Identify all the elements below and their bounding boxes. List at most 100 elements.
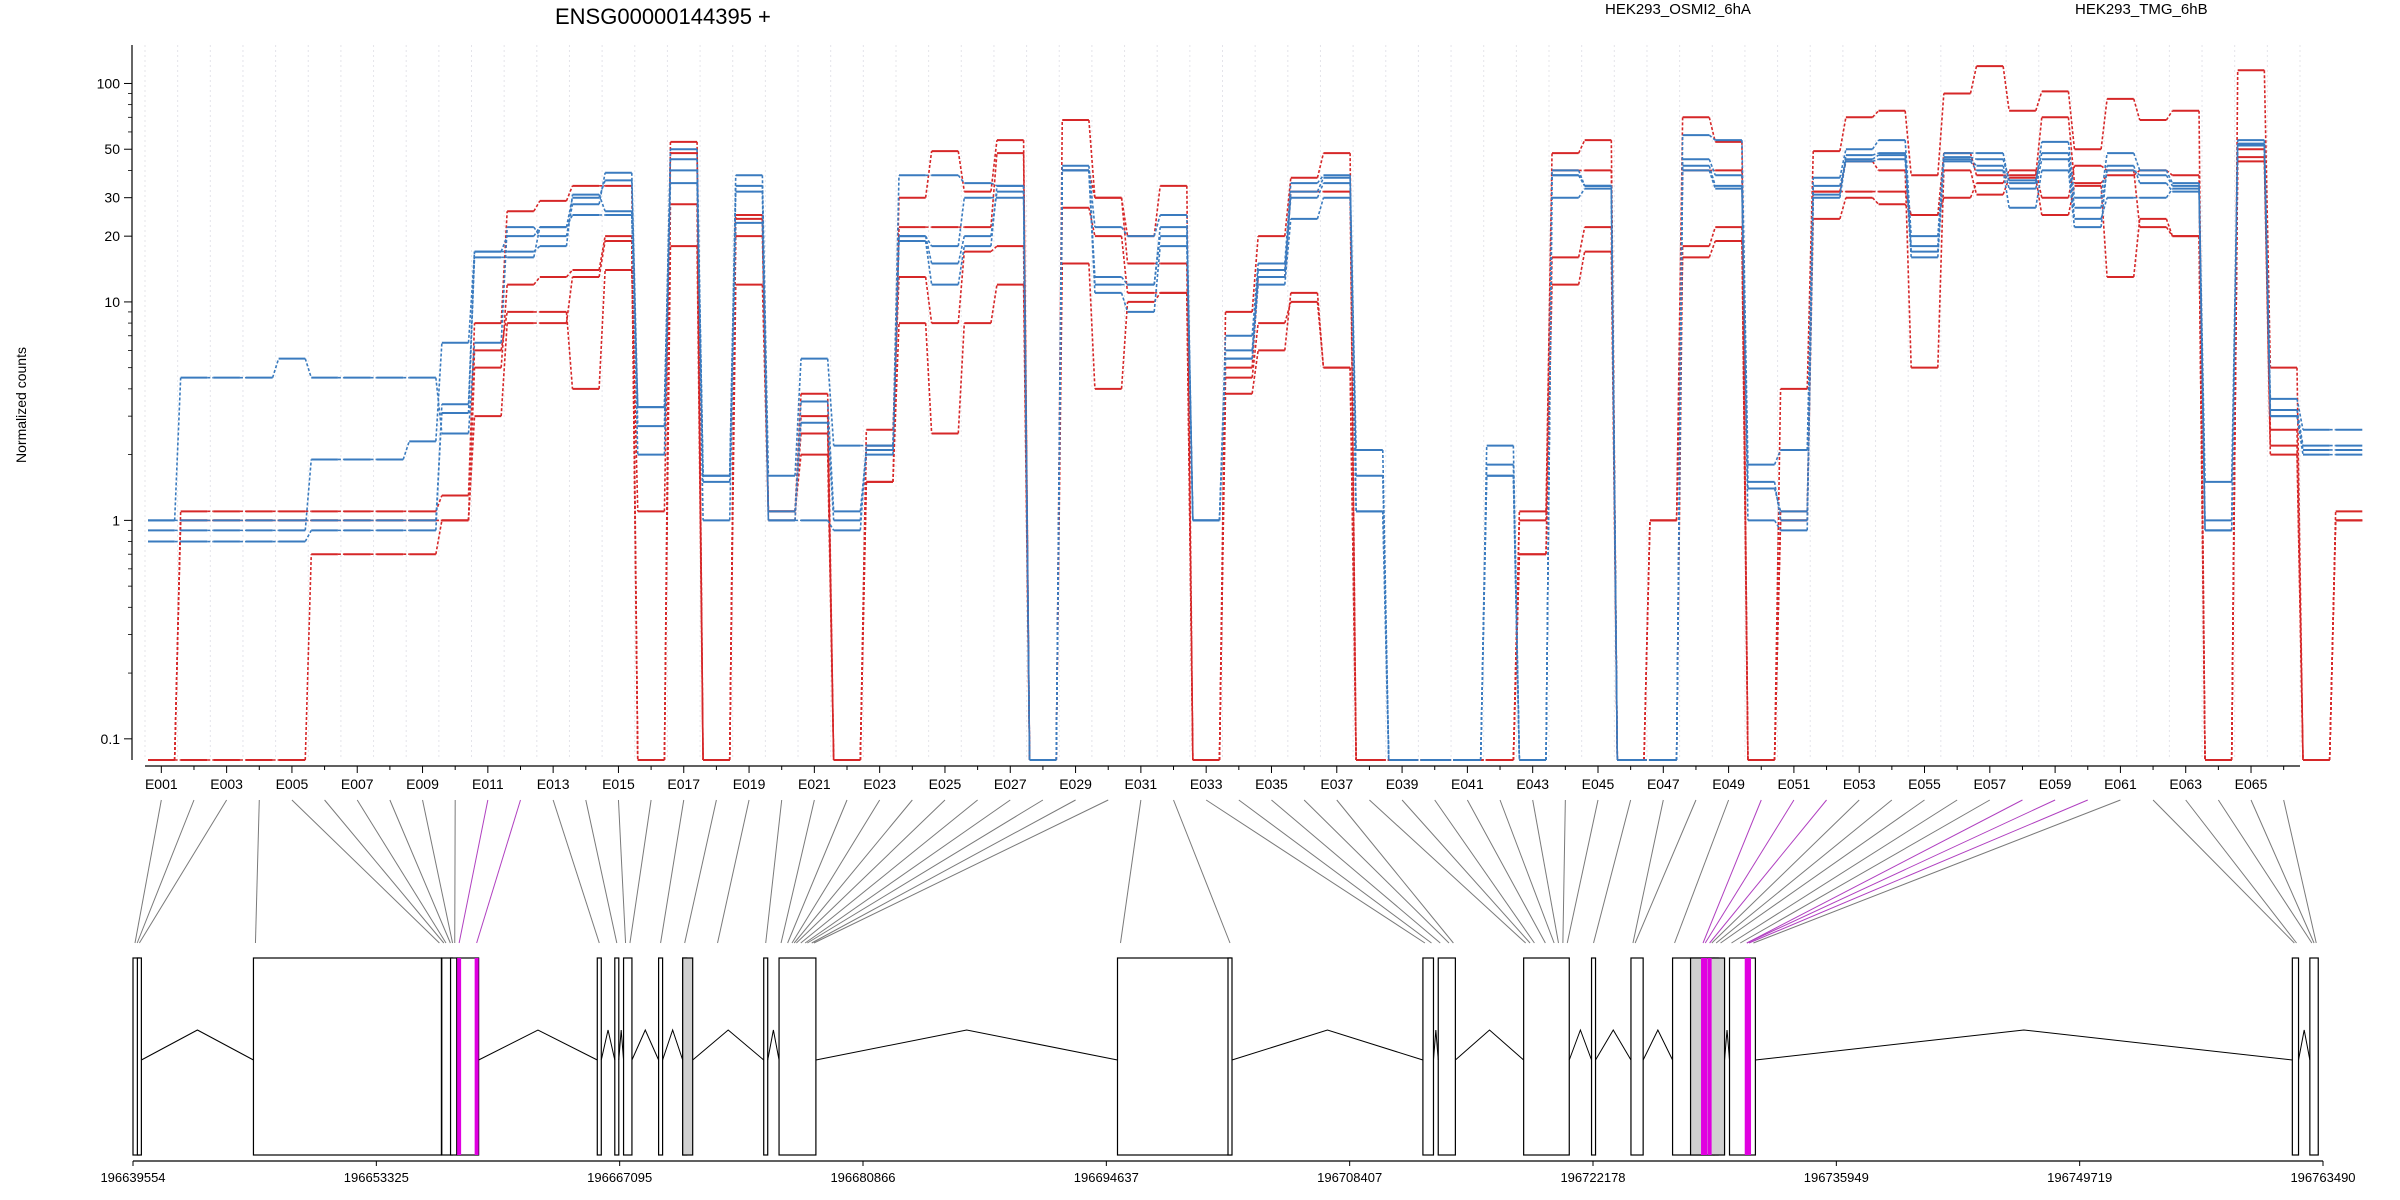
intron-line (631, 1028, 660, 1061)
exon-connector (458, 799, 489, 944)
series-connector (761, 191, 770, 512)
series-connector (1904, 155, 1912, 247)
series-connector (859, 454, 868, 521)
y-tick-label: 1 (112, 512, 120, 528)
series-connector (173, 377, 182, 521)
series-connector (990, 153, 998, 228)
exon-connector (765, 799, 783, 944)
series-connector (794, 358, 802, 476)
series-connector (1316, 152, 1325, 178)
series-connector (1088, 263, 1096, 389)
series-connector (696, 246, 704, 761)
exon-block (136, 957, 142, 1156)
series-connector (990, 182, 998, 187)
series-connector (2002, 66, 2010, 111)
exon-connector (1466, 799, 1546, 944)
series-connector (2132, 98, 2141, 121)
series-connector (500, 211, 508, 324)
series-connector (1577, 174, 1586, 187)
intron-line (692, 1029, 765, 1061)
series-connector (1186, 227, 1194, 521)
series-connector (1708, 240, 1717, 258)
genome-coordinate-label: 196667095 (587, 1170, 652, 1185)
exon-connector (1499, 799, 1555, 944)
series-connector (1610, 188, 1619, 761)
series-connector (1937, 170, 1945, 368)
series-connector (663, 149, 672, 427)
series-connector (1316, 177, 1325, 192)
series-connector (467, 257, 476, 414)
series-connector (2002, 170, 2010, 208)
series-connector (1872, 152, 1879, 156)
series-connector (2034, 141, 2043, 184)
exon-connector (1634, 799, 1697, 944)
series-connector (2165, 110, 2174, 121)
series-connector (1872, 158, 1879, 163)
series-connector (1610, 185, 1619, 761)
exon-connector (1702, 799, 1762, 944)
exon-connector (136, 799, 195, 944)
exon-block (596, 957, 602, 1156)
series-connector (2198, 236, 2206, 761)
series-connector (1773, 519, 1782, 531)
exon-highlight (457, 958, 462, 1155)
intron-line (1595, 1029, 1632, 1061)
series-connector (2165, 174, 2174, 187)
exon-connector (791, 799, 881, 944)
exon-connector (1173, 799, 1231, 944)
series-connector (2002, 165, 2010, 189)
series-connector (304, 358, 313, 378)
series-connector (2296, 416, 2304, 455)
series-connector (1839, 117, 1847, 152)
exon-block (614, 957, 620, 1156)
exon-connector (134, 799, 162, 944)
series-connector (1316, 292, 1325, 368)
exon-connector (1632, 799, 1664, 944)
series-connector (1251, 284, 1259, 359)
intron-line (1568, 1028, 1593, 1061)
exon-connector (1369, 799, 1526, 944)
series-connector (957, 197, 966, 247)
series-connector (1120, 197, 1129, 264)
series-connector (826, 422, 835, 521)
series-connector (2263, 70, 2272, 368)
series-connector (1708, 165, 1717, 187)
exon-tick-label: E025 (929, 776, 962, 792)
series-connector (826, 519, 835, 531)
series-connector (1773, 449, 1782, 465)
exon-connector (1120, 799, 1142, 944)
y-tick-label: 30 (104, 190, 120, 206)
series-connector (1120, 292, 1129, 313)
exon-connector (813, 799, 1109, 944)
series-connector (957, 151, 966, 192)
series-connector (1839, 159, 1847, 198)
exon-block (778, 957, 817, 1156)
series-connector (598, 236, 606, 271)
series-connector (2002, 159, 2010, 181)
exon-tick-label: E029 (1059, 776, 1092, 792)
series-connector (1153, 214, 1161, 237)
exon-tick-label: E055 (1908, 776, 1941, 792)
exon-tick-label: E003 (210, 776, 243, 792)
intron-line (600, 1029, 616, 1061)
series-connector (435, 342, 443, 442)
series-connector (533, 226, 541, 237)
series-connector (1218, 350, 1227, 521)
genome-coordinate-label: 196708407 (1317, 1170, 1382, 1185)
series-connector (1251, 350, 1259, 394)
exon-tick-label: E037 (1320, 776, 1353, 792)
series-connector (2132, 170, 2141, 228)
series-connector (826, 433, 835, 761)
y-tick-label: 100 (97, 75, 121, 91)
series-connector (990, 245, 998, 253)
exon-tick-label: E009 (406, 776, 439, 792)
series-connector (1120, 276, 1129, 286)
intron-line (1755, 1029, 2293, 1061)
series-connector (1186, 263, 1194, 761)
series-connector (533, 200, 541, 212)
y-tick-label: 10 (104, 294, 120, 310)
series-connector (1349, 367, 1357, 761)
series-connector (2002, 152, 2010, 184)
exon-connector (811, 799, 1076, 944)
series-connector (2100, 98, 2108, 150)
